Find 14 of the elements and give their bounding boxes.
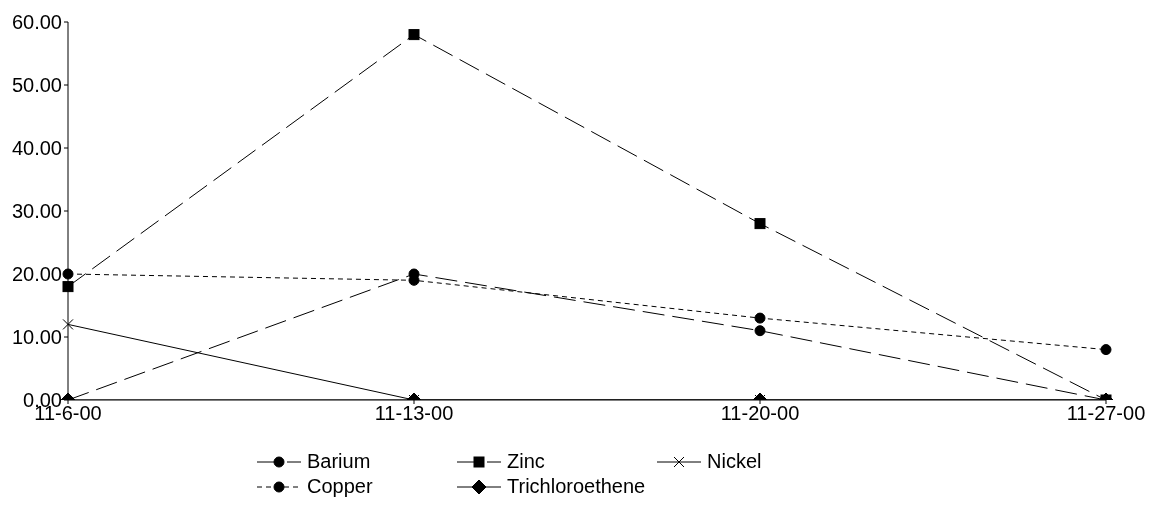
legend-label: Nickel [707, 450, 762, 473]
y-tick-label: 20.00 [11, 263, 62, 286]
y-tick-label: 60.00 [11, 11, 62, 34]
y-tick-label: 50.00 [11, 74, 62, 97]
y-tick-label: 10.00 [11, 326, 62, 349]
x-tick-label: 11-13-00 [374, 402, 454, 425]
x-tick-label: 11-20-00 [720, 402, 800, 425]
legend-label: Trichloroethene [507, 475, 646, 498]
x-tick-label: 11-27-00 [1066, 402, 1146, 425]
legend-label: Zinc [507, 450, 545, 473]
legend-label: Copper [307, 475, 373, 498]
legend-label: Barium [307, 450, 371, 473]
y-tick-label: 40.00 [11, 137, 62, 160]
y-tick-label: 30.00 [11, 200, 62, 223]
